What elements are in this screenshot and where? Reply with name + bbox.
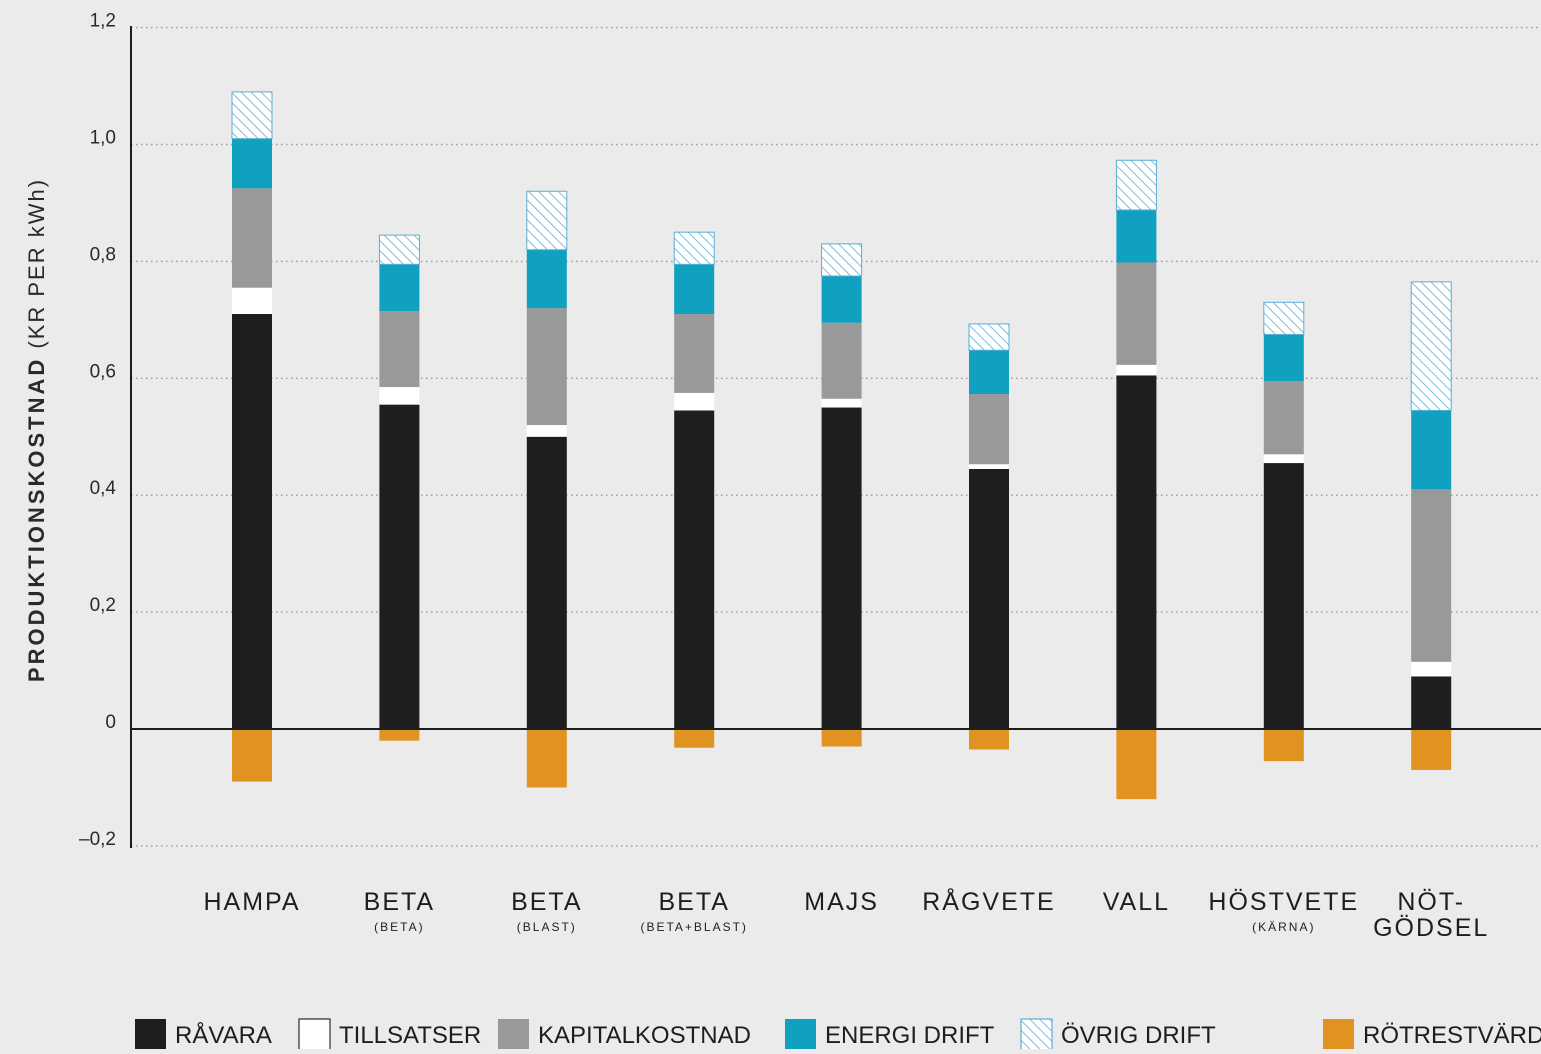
bar-segment	[1263, 454, 1304, 464]
legend-swatch	[135, 1019, 166, 1050]
bar-segment	[1263, 463, 1304, 729]
y-tick-label: 1,2	[90, 11, 116, 32]
bar-segment	[379, 264, 420, 312]
bar-segment	[1116, 364, 1157, 376]
bar-segment	[379, 387, 420, 405]
bar-segment-negative	[526, 729, 567, 788]
category-label: HAMPA	[203, 888, 300, 916]
legend-swatch	[498, 1019, 529, 1050]
bar-segment-negative	[1411, 729, 1452, 770]
category-label: RÅGVETE	[922, 886, 1055, 916]
bar-segment	[821, 398, 862, 408]
y-tick-label: 0,4	[90, 478, 117, 499]
category-label: BETA	[511, 888, 582, 916]
y-axis-title-main: PRODUKTIONSKOSTNAD	[24, 357, 49, 682]
category-label-line2: GÖDSEL	[1373, 914, 1489, 942]
legend-label: KAPITALKOSTNAD	[538, 1022, 751, 1049]
bar-segment-negative	[674, 729, 715, 748]
y-axis-title-unit: (KR PER kWh)	[24, 178, 49, 357]
bar-segment	[232, 138, 272, 189]
bar-segment	[821, 322, 862, 399]
bar-segment	[821, 407, 862, 729]
legend-label: RÖTRESTVÄRDE	[1363, 1022, 1541, 1049]
bar-segment-negative	[1263, 729, 1304, 762]
bar-segment	[821, 276, 862, 323]
category-sublabel: (BLAST)	[517, 920, 577, 934]
bar-segment	[969, 394, 1009, 465]
bar-segment-negative	[232, 729, 272, 782]
bar-segment	[674, 392, 715, 411]
bar-segment	[1116, 209, 1157, 263]
bar-segment	[674, 410, 715, 729]
bar-segment	[1410, 281, 1452, 411]
y-tick-label: –0,2	[79, 829, 116, 850]
bar-segment	[526, 425, 567, 437]
legend-label: TILLSATSER	[339, 1022, 481, 1049]
bar-segment	[1411, 676, 1452, 729]
bar-segment	[1411, 410, 1452, 490]
category-label: BETA	[658, 888, 729, 916]
bar-segment	[378, 234, 420, 265]
category-label: MAJS	[804, 888, 879, 916]
bar-segment	[968, 323, 1010, 351]
y-tick-label: 1,0	[90, 128, 116, 149]
y-axis-title: PRODUKTIONSKOSTNAD (KR PER kWh)	[24, 178, 49, 682]
y-tick-label: 0,6	[90, 361, 116, 382]
y-tick-label: 0,2	[90, 595, 116, 616]
bar-segment-negative	[821, 729, 862, 747]
bar-segment	[673, 231, 715, 265]
bar-segment	[1263, 334, 1304, 382]
bar-segment	[969, 464, 1009, 469]
y-tick-label: 0,8	[90, 244, 116, 265]
bar-segment	[1411, 489, 1452, 662]
category-label: HÖSTVETE	[1208, 888, 1359, 916]
bar-segment	[1115, 159, 1157, 211]
bar-segment-negative	[969, 729, 1009, 750]
bar-segment-negative	[379, 729, 420, 741]
category-label: BETA	[364, 888, 435, 916]
category-label: NÖT-	[1397, 888, 1465, 916]
legend-label: ÖVRIG DRIFT	[1061, 1022, 1216, 1049]
category-label: VALL	[1103, 888, 1170, 916]
bar-segment	[969, 350, 1009, 395]
category-sublabel: (BETA)	[374, 920, 424, 934]
bar-segment	[379, 311, 420, 388]
category-sublabel: (KÄRNA)	[1252, 920, 1315, 934]
bar-segment	[1116, 375, 1157, 729]
bar-segment	[232, 287, 272, 315]
legend-swatch	[1020, 1018, 1053, 1051]
bar-segment	[821, 243, 863, 277]
legend-label: ENERGI DRIFT	[825, 1022, 995, 1049]
bar-segment	[674, 264, 715, 315]
bar-segment	[526, 249, 567, 309]
bar-segment	[1263, 301, 1305, 335]
bar-segment	[674, 314, 715, 393]
bar-segment	[1263, 381, 1304, 455]
bar-segment	[379, 404, 420, 729]
bar-segment	[526, 308, 567, 426]
legend-label: RÅVARA	[175, 1021, 272, 1049]
legend-swatch	[298, 1018, 331, 1051]
bar-segment	[1116, 262, 1157, 365]
legend-swatch	[1323, 1019, 1354, 1050]
bar-segment	[231, 91, 273, 140]
legend-swatch	[785, 1019, 816, 1050]
bar-segment	[1411, 661, 1452, 677]
bar-segment	[232, 314, 272, 729]
bar-segment-negative	[1116, 729, 1157, 800]
category-sublabel: (BETA+BLAST)	[640, 920, 747, 934]
bar-segment	[526, 436, 567, 729]
bar-segment	[969, 468, 1009, 729]
bar-segment	[232, 188, 272, 288]
y-tick-label: 0	[105, 712, 116, 733]
bar-segment	[526, 190, 568, 251]
